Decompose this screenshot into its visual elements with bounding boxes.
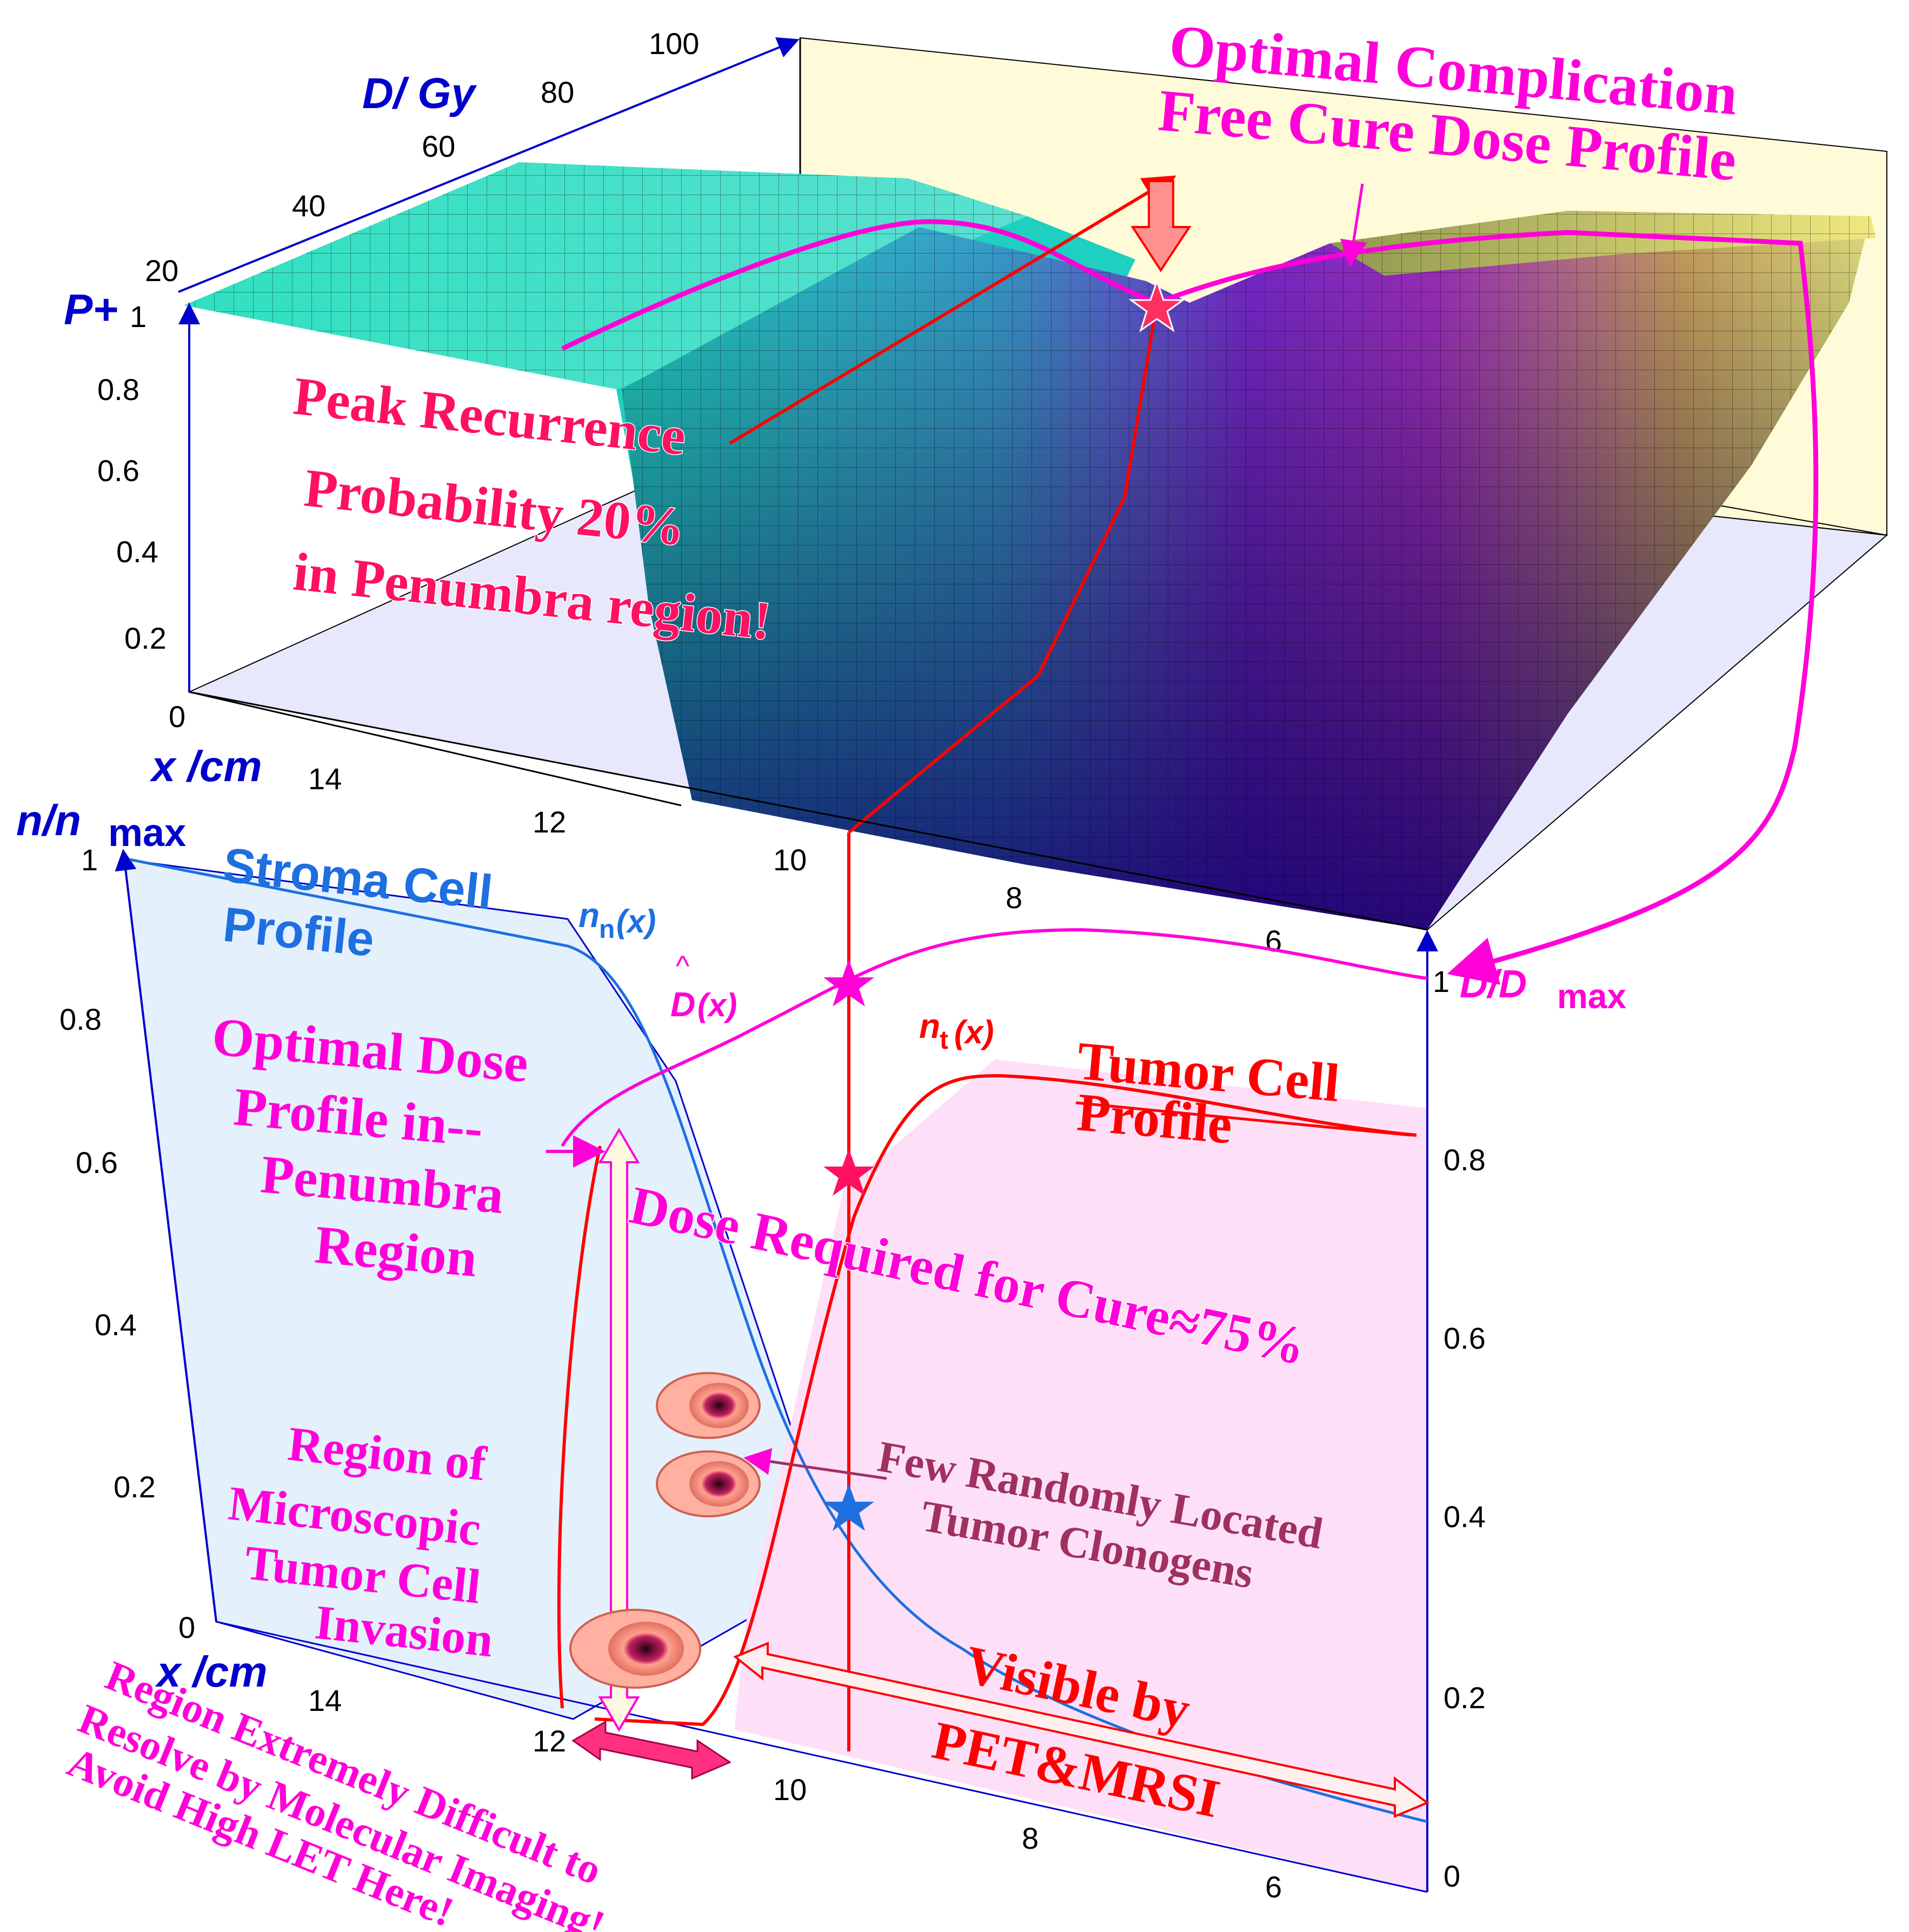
surface-left-plateau-mesh xyxy=(184,162,1027,389)
p-tick: 0 xyxy=(169,699,185,734)
right-axis-sub: max xyxy=(1557,977,1627,1016)
stroma-fn-arg: (x) xyxy=(616,903,656,940)
p-tick: 1 xyxy=(130,299,147,334)
tumor-curve xyxy=(557,1074,1417,1727)
dose-tick: 100 xyxy=(649,26,699,61)
p-tick: 0.8 xyxy=(97,372,139,407)
recurrence-trace-line xyxy=(848,302,1159,834)
tumor-underline xyxy=(1075,1101,1412,1137)
stroma-star xyxy=(823,1484,874,1531)
x-tick: 6 xyxy=(1265,924,1282,958)
title-pointer-arrow xyxy=(1340,183,1367,268)
recurrence-line-2: Probability 20% xyxy=(302,457,688,557)
p-ticks: 1 0.8 0.6 0.4 0.2 0 xyxy=(97,299,185,734)
x-tick: 8 xyxy=(1022,1821,1039,1855)
stroma-fn: n xyxy=(578,896,600,935)
peak-down-arrow xyxy=(1130,180,1192,272)
tumor-fn-arg: (x) xyxy=(954,1014,994,1050)
right-ticks: 1 0.8 0.6 0.4 0.2 0 xyxy=(1433,964,1486,1893)
dhat-hat: ^ xyxy=(676,950,690,982)
x-tick: 6 xyxy=(1265,1870,1282,1904)
n-tick: 0.6 xyxy=(76,1145,118,1180)
dose-tick: 80 xyxy=(541,75,574,109)
tumor-cell-1 xyxy=(656,1372,761,1439)
dhat-star xyxy=(823,960,874,1007)
tumor-star xyxy=(823,1149,874,1196)
x-tick: 14 xyxy=(308,1683,342,1717)
right-tick: 0.6 xyxy=(1444,1321,1486,1355)
right-tick: 0 xyxy=(1444,1859,1460,1893)
p-tick: 0.4 xyxy=(116,535,158,569)
tumor-cell-2 xyxy=(656,1450,761,1517)
n-ticks: 1 0.8 0.6 0.4 0.2 0 xyxy=(59,843,195,1644)
n-axis-sub: max xyxy=(108,811,186,855)
penumbra-double-arrow xyxy=(598,1128,640,1732)
optimal-dose-surface-curve xyxy=(561,219,1819,985)
n-tick: 0 xyxy=(178,1610,195,1644)
x-tick: 12 xyxy=(533,1724,566,1758)
right-tick: 0.4 xyxy=(1444,1500,1486,1534)
dose-axis xyxy=(178,37,800,293)
dose-ticks: 20 40 60 80 100 xyxy=(145,26,699,288)
n-tick: 0.4 xyxy=(95,1308,137,1342)
x-tick: 14 xyxy=(308,762,342,796)
visible-range-arrow xyxy=(733,1642,1429,1818)
peak-pointer-line xyxy=(729,175,1176,445)
optimal-line-4: Region xyxy=(312,1214,480,1288)
right-tick: 1 xyxy=(1433,964,1449,998)
p-tick: 0.2 xyxy=(124,621,167,655)
top-x-axis-label: x /cm xyxy=(149,742,262,790)
surface-right-plateau-mesh xyxy=(1330,211,1876,276)
tumor-fn: n xyxy=(919,1007,940,1045)
top-x-ticks: 14 12 10 8 6 xyxy=(308,762,1282,958)
dose-tick: 60 xyxy=(422,129,455,163)
surface-trough-mesh xyxy=(622,211,1871,930)
n-axis-label: n/n xyxy=(16,796,81,844)
right-tick: 0.8 xyxy=(1444,1143,1486,1177)
tumor-line-2: Profile xyxy=(1075,1082,1235,1155)
bottom-x-axis-label: x /cm xyxy=(155,1648,268,1696)
tumor-fn-sub: t xyxy=(940,1026,948,1055)
n-axis xyxy=(115,849,217,1622)
x-tick: 10 xyxy=(773,843,807,877)
bottom-x-ticks: 14 12 10 8 6 xyxy=(308,1683,1282,1904)
peak-star xyxy=(1128,278,1186,332)
stroma-fn-sub: n xyxy=(599,915,615,944)
clonogen-pointer-line xyxy=(743,1448,887,1480)
p-axis-label: P+ xyxy=(64,285,118,334)
n-tick: 0.8 xyxy=(59,1002,102,1036)
dhat-arg: (x) xyxy=(697,987,737,1023)
difficult-region-arrow xyxy=(571,1720,732,1780)
bottom-x-axis xyxy=(216,1621,1428,1893)
dose-axis-label: D/ Gy xyxy=(362,69,477,117)
right-tick: 0.2 xyxy=(1444,1681,1486,1715)
dose-tick: 40 xyxy=(292,189,325,223)
x-tick: 10 xyxy=(773,1773,807,1807)
x-tick: 12 xyxy=(533,805,566,839)
right-axis-label: D/D xyxy=(1460,963,1527,1006)
top-x-axis xyxy=(189,691,1428,931)
n-tick: 0.2 xyxy=(114,1470,156,1504)
x-tick: 8 xyxy=(1006,881,1022,915)
box-edge xyxy=(189,691,682,807)
dhat-curve xyxy=(561,928,1428,1147)
tumor-cell-3 xyxy=(569,1609,701,1689)
p-tick: 0.6 xyxy=(97,454,139,488)
dhat-label: D xyxy=(670,985,695,1024)
dose-tick: 20 xyxy=(145,254,178,288)
n-tick: 1 xyxy=(81,843,98,877)
